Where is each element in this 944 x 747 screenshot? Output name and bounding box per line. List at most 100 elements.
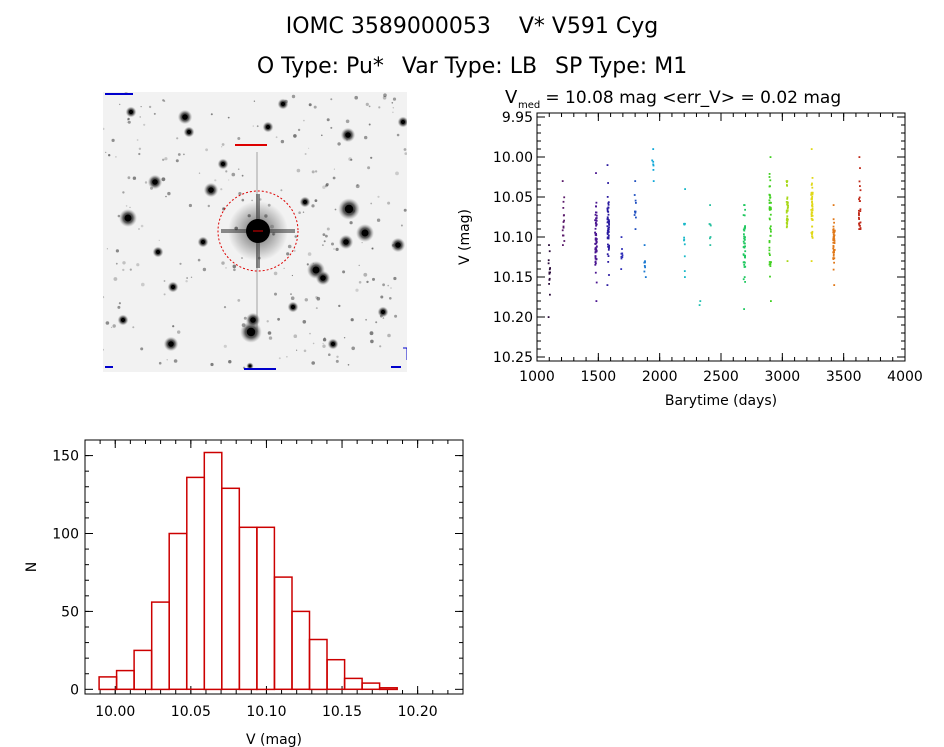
data-point bbox=[768, 263, 771, 266]
faint-star bbox=[404, 152, 407, 155]
faint-star bbox=[315, 296, 318, 299]
faint-star bbox=[324, 184, 328, 188]
data-point bbox=[608, 226, 610, 229]
star-core bbox=[186, 129, 192, 135]
faint-star bbox=[198, 172, 201, 174]
data-point bbox=[769, 156, 772, 158]
data-point bbox=[643, 244, 646, 246]
data-point bbox=[595, 248, 598, 250]
faint-star bbox=[158, 361, 162, 365]
faint-star bbox=[237, 137, 241, 140]
faint-star bbox=[237, 168, 240, 170]
faint-star bbox=[306, 263, 309, 266]
data-point bbox=[832, 247, 835, 250]
data-point bbox=[832, 268, 835, 271]
y-tick-label: 10.05 bbox=[493, 190, 533, 206]
faint-star bbox=[136, 139, 139, 141]
faint-star bbox=[241, 257, 243, 259]
data-point bbox=[683, 243, 686, 246]
magnitude-histogram: 10.00 10.05 10.10 10.15 10.20 0 50 100 150 V (ma… bbox=[24, 439, 464, 747]
histogram-bar bbox=[308, 638, 328, 691]
faint-star bbox=[110, 326, 113, 329]
faint-star bbox=[378, 106, 381, 109]
data-point bbox=[742, 228, 745, 231]
faint-star bbox=[238, 192, 242, 196]
star-core bbox=[128, 109, 134, 115]
faint-star bbox=[355, 184, 360, 189]
faint-star bbox=[223, 344, 227, 348]
faint-star bbox=[237, 299, 241, 302]
data-point bbox=[743, 233, 745, 236]
data-point bbox=[698, 304, 701, 306]
data-point bbox=[548, 272, 551, 275]
data-point bbox=[811, 198, 813, 200]
faint-star bbox=[127, 117, 130, 121]
faint-star bbox=[365, 102, 369, 106]
star-core bbox=[344, 204, 354, 214]
data-point bbox=[768, 252, 771, 255]
data-point bbox=[859, 167, 861, 169]
data-point bbox=[595, 223, 598, 226]
data-point bbox=[742, 240, 745, 243]
faint-star bbox=[293, 134, 297, 138]
data-point bbox=[769, 227, 771, 230]
faint-star bbox=[365, 318, 367, 321]
faint-star bbox=[167, 191, 171, 196]
data-point bbox=[606, 225, 609, 228]
faint-star bbox=[197, 258, 201, 262]
data-point bbox=[643, 265, 646, 267]
data-point bbox=[744, 265, 747, 268]
faint-star bbox=[115, 249, 119, 253]
faint-star bbox=[382, 96, 387, 100]
faint-star bbox=[371, 247, 374, 250]
data-point bbox=[607, 206, 610, 209]
faint-star bbox=[308, 103, 312, 107]
x-tick-label: 1000 bbox=[519, 369, 555, 385]
faint-star bbox=[304, 298, 308, 302]
data-point bbox=[744, 238, 746, 241]
faint-star bbox=[358, 281, 362, 284]
faint-star bbox=[232, 264, 237, 269]
data-point bbox=[595, 281, 598, 284]
y-tick-label: 150 bbox=[52, 449, 79, 465]
data-point bbox=[787, 202, 789, 204]
faint-star bbox=[129, 268, 132, 271]
faint-star bbox=[207, 204, 210, 208]
x-tick-label: 3500 bbox=[826, 369, 862, 385]
data-point bbox=[786, 215, 789, 218]
faint-star bbox=[103, 348, 104, 351]
faint-star bbox=[322, 185, 326, 189]
faint-star bbox=[296, 168, 301, 173]
data-point bbox=[768, 208, 771, 210]
data-point bbox=[833, 235, 835, 237]
x-tick-label: 10.20 bbox=[398, 704, 438, 720]
faint-star bbox=[231, 172, 236, 177]
data-point bbox=[785, 222, 788, 224]
data-point bbox=[607, 202, 610, 205]
data-point bbox=[768, 173, 771, 175]
data-point bbox=[547, 316, 550, 318]
data-point bbox=[768, 246, 771, 249]
faint-star bbox=[343, 337, 346, 339]
data-point bbox=[858, 224, 861, 227]
data-point bbox=[769, 208, 772, 211]
faint-star bbox=[253, 100, 256, 102]
histogram-bars bbox=[98, 451, 398, 691]
data-point bbox=[548, 277, 551, 280]
faint-star bbox=[394, 314, 398, 318]
data-point bbox=[606, 233, 609, 236]
data-point bbox=[769, 213, 772, 216]
x-tick-label: 1500 bbox=[581, 369, 617, 385]
data-point bbox=[594, 227, 597, 230]
plot-frame bbox=[536, 112, 906, 362]
data-point bbox=[608, 244, 610, 247]
faint-star bbox=[322, 342, 324, 345]
data-point bbox=[743, 242, 746, 245]
data-point bbox=[561, 229, 564, 232]
faint-star bbox=[183, 153, 185, 156]
faint-star bbox=[349, 221, 353, 225]
data-point bbox=[832, 204, 835, 206]
faint-star bbox=[225, 267, 227, 269]
faint-star bbox=[389, 297, 392, 300]
faint-star bbox=[287, 244, 292, 249]
